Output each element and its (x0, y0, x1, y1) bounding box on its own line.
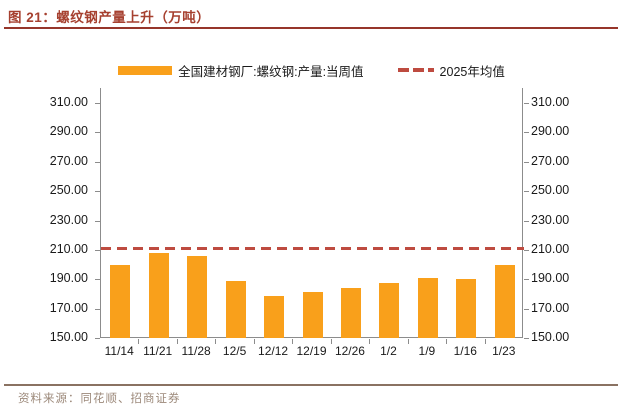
bar-11/21 (148, 252, 169, 338)
y-tickmark (95, 103, 100, 104)
bar-1/23 (494, 265, 515, 338)
y-tickmark (95, 191, 100, 193)
bar-11/14 (110, 264, 131, 338)
y-tick-label-left: 310.00 (49, 95, 88, 109)
x-tickmark (407, 339, 409, 344)
x-tickmark (369, 339, 371, 344)
y-tick-label-right: 150.00 (531, 330, 570, 344)
y-tickmark (524, 220, 529, 222)
y-tickmark (524, 279, 529, 281)
x-tick-label-1/2: 1/2 (380, 344, 397, 358)
x-tick-label-11/14: 11/14 (104, 344, 134, 358)
y-tickmark (524, 338, 529, 339)
bar-12/12 (264, 296, 285, 338)
y-tick-label-right: 270.00 (531, 153, 570, 168)
y-tickmark (524, 161, 529, 163)
x-tickmark (253, 339, 255, 344)
legend-label-production: 全国建材钢厂:螺纹钢:产量:当周值 (178, 64, 364, 79)
y-tickmark (524, 249, 529, 251)
y-tick-label-left: 150.00 (49, 330, 88, 344)
y-tick-label-right: 190.00 (531, 271, 570, 286)
x-tick-label-12/19: 12/19 (296, 344, 327, 358)
dashed-line-swatch-icon (397, 68, 434, 72)
x-tickmark (330, 339, 332, 344)
bar-11/28 (187, 255, 208, 338)
y-tick-label-left: 290.00 (49, 124, 88, 139)
legend-item-production: 全国建材钢厂:螺纹钢:产量:当周值 (118, 61, 364, 80)
x-tick-label-12/5: 12/5 (222, 344, 247, 358)
y-tick-label-right: 290.00 (531, 124, 570, 139)
x-tickmark (484, 339, 486, 344)
bar-swatch-icon (118, 65, 173, 75)
x-tick-label-11/21: 11/21 (143, 344, 173, 358)
bar-1/16 (456, 279, 477, 338)
y-tickmark (524, 132, 529, 134)
y-tickmark (95, 132, 100, 134)
bar-1/9 (417, 277, 438, 338)
x-tick-label-12/12: 12/12 (258, 344, 289, 358)
title-divider (4, 27, 618, 29)
x-tick-label-1/16: 1/16 (453, 344, 477, 358)
chart-legend: 全国建材钢厂:螺纹钢:产量:当周值 2025年均值 (100, 61, 523, 79)
y-tickmark (95, 338, 100, 339)
y-tickmark (524, 191, 529, 193)
bar-12/5 (225, 280, 246, 338)
y-tick-label-right: 310.00 (531, 95, 570, 109)
y-tickmark (95, 220, 100, 222)
legend-item-average: 2025年均值 (397, 61, 505, 80)
y-tickmark (524, 103, 529, 104)
y-tickmark (95, 249, 100, 251)
y-tick-label-right: 170.00 (531, 300, 570, 315)
x-tickmark (215, 339, 217, 344)
y-tick-label-left: 190.00 (49, 271, 88, 286)
average-line (101, 246, 524, 250)
y-tick-label-left: 270.00 (49, 153, 88, 168)
y-tick-label-left: 230.00 (49, 212, 88, 227)
y-tickmark (95, 308, 100, 310)
x-tick-label-1/23: 1/23 (492, 344, 516, 358)
plot-area (100, 88, 524, 338)
footer-divider (4, 384, 618, 386)
y-tick-label-right: 250.00 (531, 183, 570, 198)
legend-label-average: 2025年均值 (439, 64, 505, 79)
y-tick-label-right: 230.00 (531, 212, 570, 227)
y-tick-label-right: 210.00 (531, 241, 570, 256)
y-tickmark (95, 161, 100, 163)
y-tick-label-left: 250.00 (49, 183, 88, 198)
x-tickmark (176, 339, 178, 344)
x-tickmark (292, 339, 294, 344)
x-tickmark (138, 339, 140, 344)
x-tick-label-1/9: 1/9 (418, 344, 436, 358)
bar-1/2 (379, 282, 400, 338)
x-tick-label-12/26: 12/26 (334, 344, 365, 358)
source-text: 资料来源：同花顺、招商证券 (18, 393, 181, 405)
bar-12/19 (302, 292, 323, 338)
y-tick-label-left: 210.00 (49, 241, 88, 256)
y-tick-label-left: 170.00 (49, 300, 88, 315)
x-tick-label-11/28: 11/28 (181, 344, 211, 358)
bar-12/26 (340, 288, 361, 338)
y-tickmark (95, 279, 100, 281)
x-tickmark (446, 339, 448, 344)
figure-title: 图 21：螺纹钢产量上升（万吨） (8, 10, 211, 25)
y-tickmark (524, 308, 529, 310)
